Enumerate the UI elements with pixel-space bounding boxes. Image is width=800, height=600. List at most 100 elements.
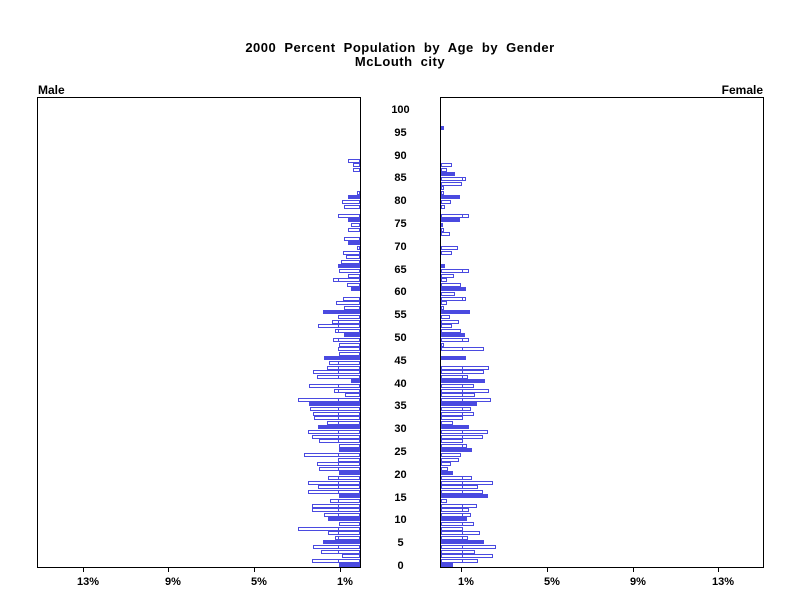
bar-female-age-78 [441, 204, 445, 209]
bar-male-age-81 [357, 190, 360, 195]
age-axis-label-95: 95 [394, 126, 407, 139]
one-percent-reference-tick [338, 328, 339, 333]
female-axis-tick-13% [718, 568, 719, 572]
bar-male-age-5 [323, 540, 360, 545]
one-percent-reference-tick [338, 549, 339, 554]
bar-male-age-1 [312, 558, 360, 563]
bar-male-age-4 [313, 545, 360, 549]
one-percent-reference-tick [462, 374, 463, 379]
bar-female-age-87 [441, 163, 452, 168]
one-percent-reference-tick [338, 545, 339, 549]
one-percent-reference-tick [462, 443, 463, 448]
bar-male-age-73 [348, 227, 360, 232]
male-axis-tick-label-5%: 5% [251, 576, 267, 588]
bar-female-age-30 [441, 425, 469, 430]
age-axis-label-5: 5 [397, 537, 404, 550]
bar-female-age-15 [441, 494, 488, 499]
age-axis-label-100: 100 [391, 104, 410, 116]
bar-male-age-35 [309, 402, 360, 407]
bar-female-age-51 [441, 328, 461, 333]
bar-female-age-86 [441, 167, 447, 172]
bar-female-age-5 [441, 540, 484, 545]
bar-female-age-53 [441, 319, 459, 324]
bar-female-age-50 [441, 333, 465, 338]
bar-male-age-68 [343, 250, 360, 255]
bar-female-age-4 [441, 545, 496, 549]
one-percent-reference-tick [338, 361, 339, 365]
bar-male-age-23 [338, 457, 360, 462]
female-panel-label: Female [721, 83, 763, 97]
female-axis-tick-label-5%: 5% [544, 576, 560, 588]
age-axis-label-40: 40 [394, 377, 407, 390]
bar-female-age-52 [441, 324, 452, 329]
bar-male-age-57 [336, 301, 360, 306]
one-percent-reference-tick [338, 462, 339, 467]
one-percent-reference-tick [462, 480, 463, 485]
bar-female-age-68 [441, 250, 452, 255]
one-percent-reference-tick [338, 453, 339, 457]
bar-male-age-69 [357, 246, 360, 250]
bar-female-age-20 [441, 471, 453, 476]
bar-female-age-16 [441, 489, 483, 494]
bar-female-age-13 [441, 503, 477, 508]
bar-male-age-24 [304, 453, 360, 457]
bar-female-age-74 [441, 223, 443, 227]
one-percent-reference-tick [338, 416, 339, 421]
male-axis-tick-label-1%: 1% [337, 576, 353, 588]
bar-male-age-53 [332, 319, 360, 324]
bar-female-age-80 [441, 195, 460, 200]
age-axis-label-25: 25 [394, 446, 407, 458]
bar-female-age-10 [441, 517, 467, 522]
bar-female-age-76 [441, 213, 469, 218]
bar-female-age-8 [441, 526, 463, 531]
bar-male-age-37 [345, 393, 360, 398]
age-axis-label-60: 60 [394, 286, 407, 299]
bar-male-age-29 [308, 430, 360, 434]
bar-female-age-82 [441, 186, 444, 191]
bar-male-age-36 [298, 397, 360, 402]
age-axis-label-65: 65 [394, 263, 407, 276]
male-axis-tick-5% [254, 568, 255, 572]
female-axis-tick-9% [633, 568, 634, 572]
bar-female-age-26 [441, 443, 467, 448]
bar-male-age-49 [333, 338, 360, 342]
bar-male-age-42 [313, 370, 360, 375]
bar-female-age-32 [441, 416, 463, 421]
age-axis-label-85: 85 [394, 172, 407, 185]
bar-female-age-48 [441, 342, 444, 347]
bar-male-age-20 [339, 471, 360, 476]
one-percent-reference-tick [338, 535, 339, 540]
one-percent-reference-tick [338, 374, 339, 379]
one-percent-reference-tick [338, 466, 339, 471]
one-percent-reference-tick [462, 407, 463, 411]
one-percent-reference-tick [462, 545, 463, 549]
bar-female-age-12 [441, 508, 469, 513]
bar-female-age-0 [441, 563, 453, 568]
age-axis-label-45: 45 [394, 354, 407, 367]
bar-male-age-30 [318, 425, 360, 430]
bar-male-age-0 [339, 563, 360, 568]
bar-female-age-22 [441, 462, 451, 467]
one-percent-reference-tick [462, 213, 463, 218]
bar-female-age-69 [441, 246, 458, 250]
bar-male-age-27 [319, 439, 360, 444]
bar-female-age-9 [441, 522, 474, 526]
bar-female-age-36 [441, 397, 491, 402]
age-axis-label-35: 35 [394, 400, 407, 413]
one-percent-reference-tick [462, 434, 463, 439]
bar-female-age-79 [441, 200, 451, 204]
bar-male-age-9 [339, 522, 360, 526]
one-percent-reference-tick [462, 554, 463, 559]
bar-male-age-26 [339, 443, 360, 448]
one-percent-reference-tick [462, 489, 463, 494]
one-percent-reference-tick [338, 430, 339, 434]
bar-male-age-55 [323, 310, 360, 315]
one-percent-reference-tick [338, 420, 339, 425]
male-axis-tick-label-9%: 9% [165, 576, 181, 588]
bar-female-age-64 [441, 269, 469, 273]
bar-male-age-86 [353, 167, 360, 172]
bar-female-age-45 [441, 356, 466, 361]
bar-male-age-31 [327, 420, 360, 425]
age-axis-label-10: 10 [394, 514, 407, 527]
bar-male-age-64 [339, 269, 360, 273]
